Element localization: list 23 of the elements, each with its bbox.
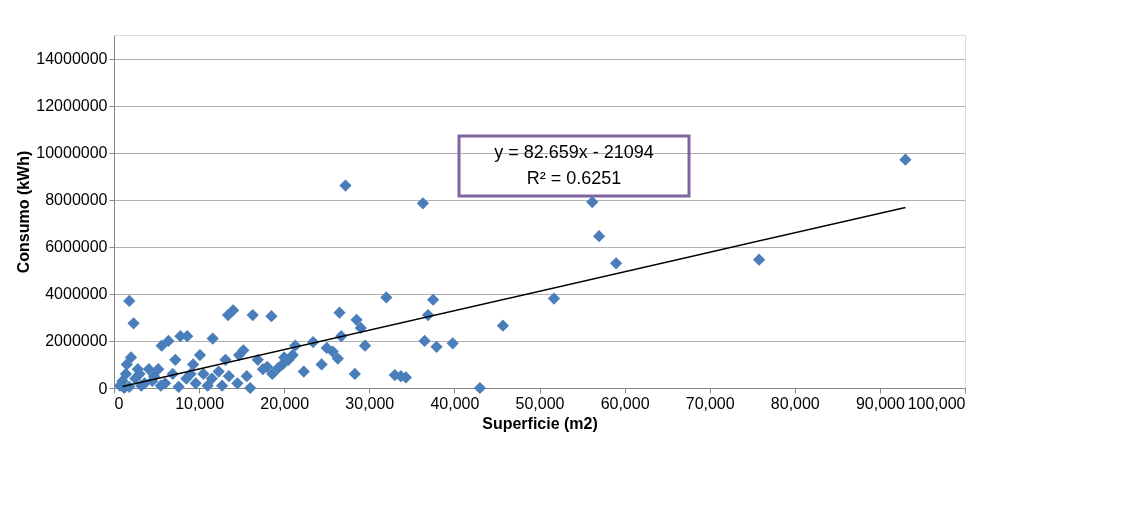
x-tick-label: 20,000: [260, 394, 310, 412]
annotation: R² = 0.6251: [526, 168, 622, 188]
x-tick-label: 10,000: [175, 394, 225, 412]
x-tick-label: 40,000: [430, 394, 480, 412]
x-tick-label: 60,000: [600, 394, 650, 412]
y-tick-label: 10000000: [36, 144, 108, 162]
y-tick-label: 6000000: [45, 238, 108, 256]
x-tick-label: 50,000: [515, 394, 565, 412]
x-tick-label: 100,000: [907, 394, 966, 412]
y-tick-label: 12000000: [36, 97, 108, 115]
x-tick-label: 80,000: [770, 394, 820, 412]
annotation: y = 82.659x - 21094: [494, 142, 654, 162]
y-tick-label: 4000000: [45, 285, 108, 303]
x-tick-label: 30,000: [345, 394, 395, 412]
x-tick-label: 0: [114, 394, 124, 412]
x-tick-label: 70,000: [685, 394, 735, 412]
y-tick-label: 8000000: [45, 191, 108, 209]
y-tick-label: 2000000: [45, 332, 108, 350]
y-tick-label: 14000000: [36, 50, 108, 68]
x-axis-title: Superficie (m2): [482, 414, 598, 432]
y-axis-title: Consumo (kWh): [15, 150, 33, 274]
y-tick-label: 0: [98, 379, 108, 397]
x-tick-label: 90,000: [855, 394, 905, 412]
